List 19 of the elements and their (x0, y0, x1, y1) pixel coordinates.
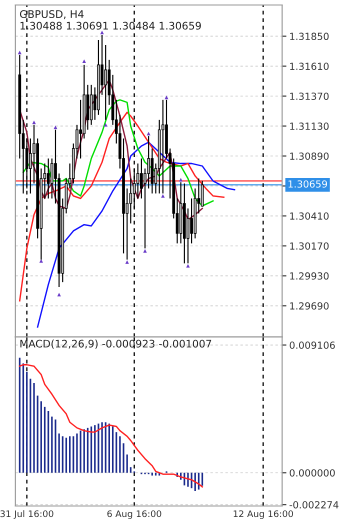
y-tick-label: -0.002274 (290, 501, 338, 508)
y-tick-label: 1.29690 (290, 302, 329, 310)
y-tick-label: 1.31610 (290, 62, 329, 70)
y-tick-label: 1.31370 (290, 92, 329, 100)
x-tick-label: 12 Aug 16:00 (234, 510, 294, 519)
chart-title: GBPUSD, H4 (20, 10, 84, 20)
y-tick-label: 0.000000 (290, 469, 335, 477)
y-tick-label: 1.29930 (290, 272, 329, 280)
y-tick-label: 1.30170 (290, 242, 329, 250)
x-tick-label: 6 Aug 16:00 (107, 510, 162, 519)
chart-title: MACD(12,26,9) -0.000923 -0.001007 (20, 340, 212, 349)
ref-line-label: 1.30659 (288, 180, 328, 188)
y-tick-label: 0.009106 (290, 342, 335, 349)
y-tick-label: 1.31130 (290, 122, 329, 130)
text: 1.30488 1.30691 1.30484 1.30659 (20, 22, 201, 30)
y-tick-label: 1.31850 (290, 32, 329, 40)
x-tick-label: 31 Jul 16:00 (0, 510, 54, 519)
y-tick-label: 1.30410 (290, 212, 329, 220)
y-tick-label: 1.30890 (290, 152, 329, 160)
